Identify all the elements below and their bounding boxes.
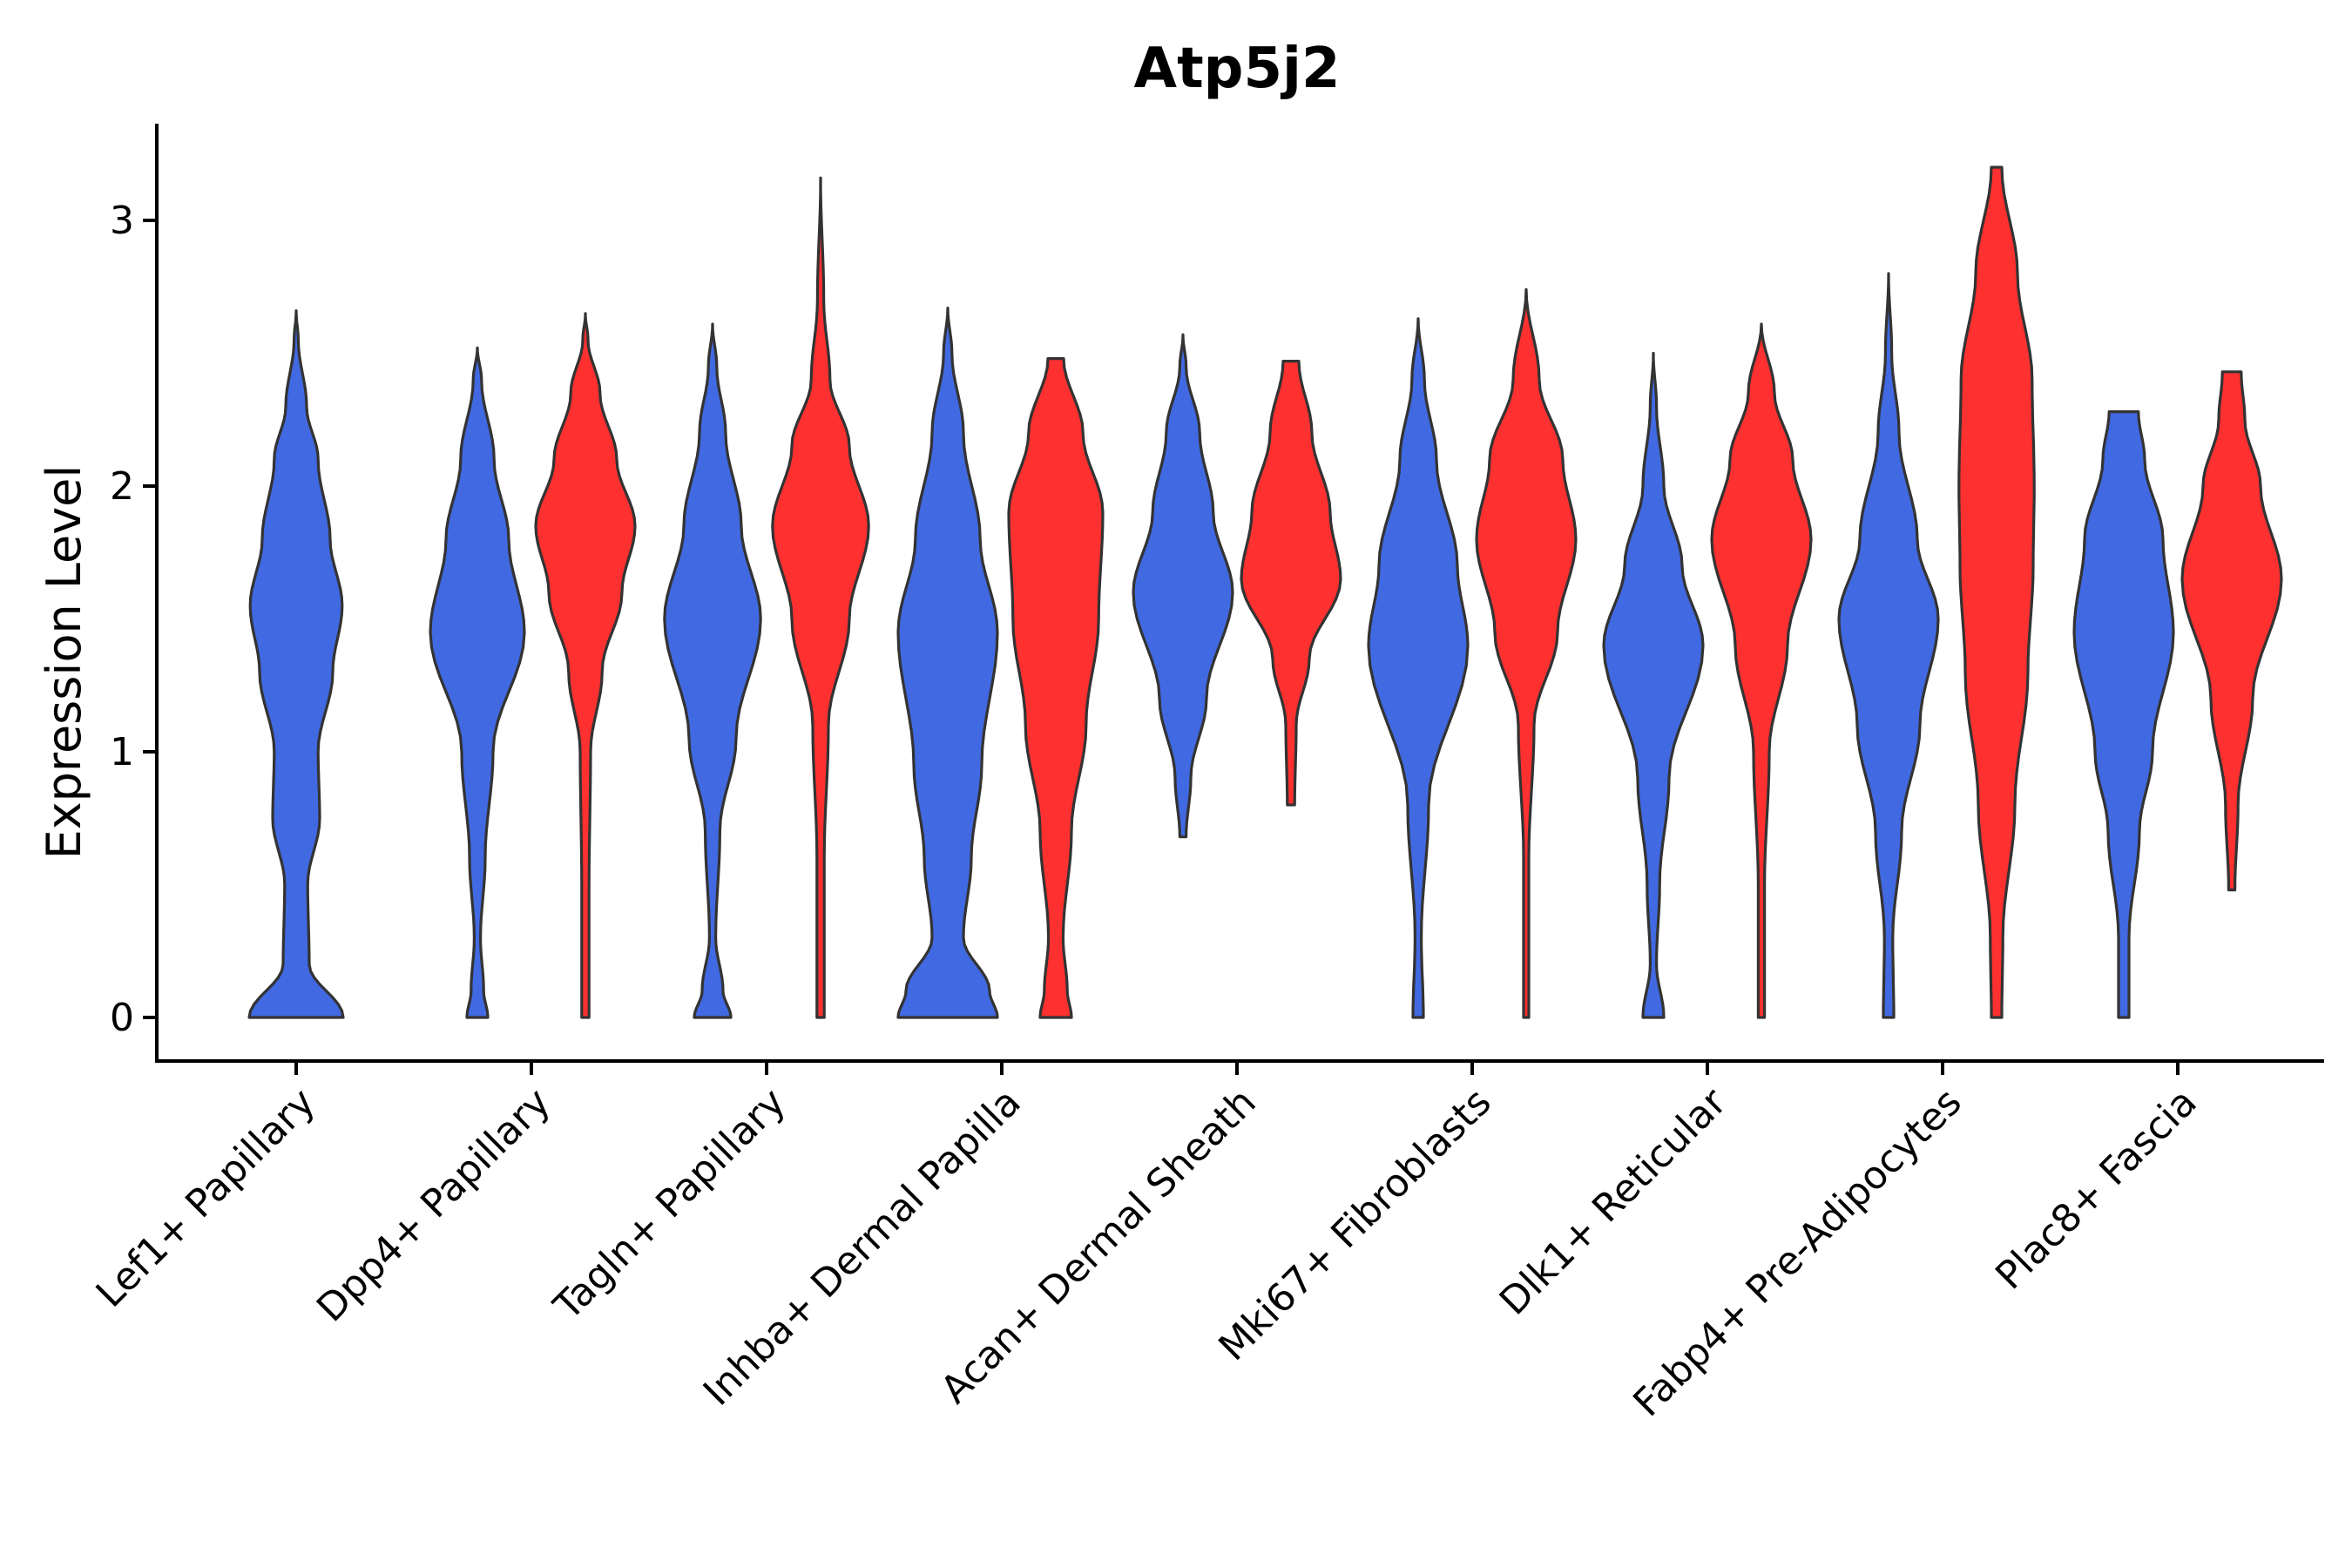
x-tick-label: Dlk1+ Reticular xyxy=(1491,1079,1736,1324)
violin-group1 xyxy=(2072,410,2175,1019)
violin-group1 xyxy=(663,322,762,1019)
y-tick-label: 0 xyxy=(110,996,134,1040)
y-tick-label: 2 xyxy=(110,464,134,509)
violin-layer xyxy=(247,166,2283,1019)
violin-group1 xyxy=(247,309,345,1019)
violin-group1 xyxy=(1837,272,1940,1019)
violin-group1 xyxy=(1367,317,1470,1019)
violin-group2 xyxy=(2180,370,2283,892)
violin-group2 xyxy=(1007,357,1105,1019)
x-tick-label: Dpp4+ Papillary xyxy=(308,1080,559,1331)
violin-group2 xyxy=(1710,322,1813,1019)
violin-group2 xyxy=(1475,287,1578,1019)
violin-group2 xyxy=(534,312,637,1019)
y-axis-label: Expression Level xyxy=(37,465,91,860)
violin-group2 xyxy=(771,176,870,1019)
violin-group2 xyxy=(1957,166,2036,1019)
violin-group1 xyxy=(1132,333,1234,839)
x-tick-label: Tagln+ Papillary xyxy=(545,1080,794,1329)
violin-group1 xyxy=(1602,351,1705,1019)
chart-title: Atp5j2 xyxy=(1134,37,1341,101)
x-tick-label: Lef1+ Papillary xyxy=(88,1080,324,1316)
x-tick-label: Mki67+ Fibroblasts xyxy=(1210,1080,1499,1369)
y-axis-ticks: 0 1 2 3 xyxy=(110,199,157,1040)
y-tick-label: 1 xyxy=(110,730,134,774)
violin-group1 xyxy=(429,346,526,1019)
x-tick-label: Plac8+ Fascia xyxy=(1987,1080,2206,1299)
violin-group2 xyxy=(1240,360,1342,807)
y-tick-label: 3 xyxy=(110,199,134,243)
violin-group1 xyxy=(896,307,999,1019)
